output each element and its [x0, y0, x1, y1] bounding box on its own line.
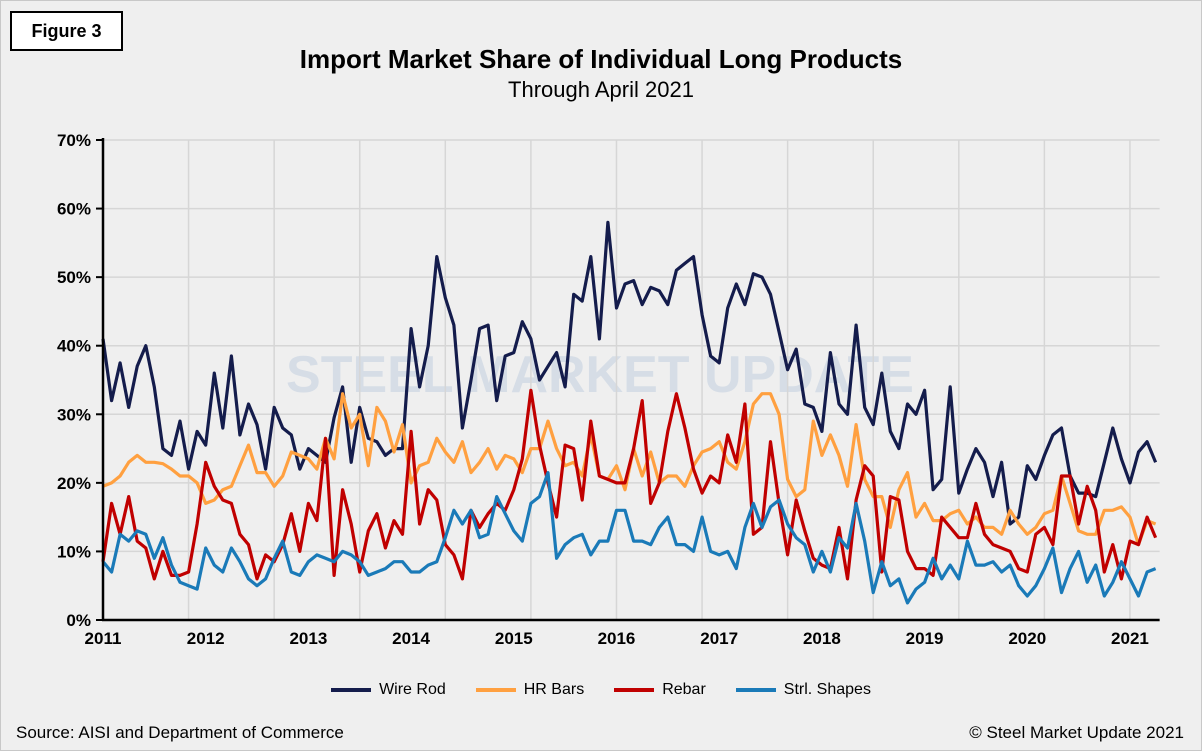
y-tick-label: 0%: [66, 611, 91, 630]
legend-swatch: [614, 688, 655, 692]
legend-swatch: [331, 688, 372, 692]
legend-item: Rebar: [614, 681, 706, 699]
x-tick-label: 2020: [1008, 629, 1046, 648]
series-line-wire-rod: [101, 220, 1158, 526]
source-note: Source: AISI and Department of Commerce: [16, 723, 344, 742]
y-tick-label: 50%: [57, 268, 91, 287]
x-tick-label: 2012: [187, 629, 225, 648]
x-tick-label: 2011: [85, 629, 122, 648]
legend-swatch: [475, 688, 516, 692]
y-tick-label: 10%: [57, 542, 91, 561]
x-tick-label: 2014: [392, 629, 430, 648]
legend-label: Rebar: [662, 681, 706, 698]
legend-item: Strl. Shapes: [735, 681, 871, 699]
series-line-rebar: [101, 388, 1158, 581]
x-tick-label: 2017: [700, 629, 738, 648]
series-line-strl-shapes: [101, 471, 1157, 605]
legend-swatch: [735, 688, 776, 692]
x-tick-label: 2015: [495, 629, 533, 648]
legend: Wire Rod HR Bars Rebar Strl. Shapes: [0, 681, 1202, 699]
legend-item: Wire Rod: [331, 681, 446, 699]
legend-label: Strl. Shapes: [783, 681, 871, 698]
x-tick-label: 2019: [906, 629, 944, 648]
y-tick-label: 40%: [57, 337, 91, 356]
chart-title: Import Market Share of Individual Long P…: [299, 44, 903, 74]
chart-subtitle: Through April 2021: [508, 77, 694, 102]
x-tick-label: 2013: [289, 629, 327, 648]
legend-item: HR Bars: [475, 681, 585, 699]
legend-label: Wire Rod: [379, 681, 446, 698]
y-tick-label: 70%: [57, 131, 91, 150]
x-tick-label: 2021: [1111, 629, 1149, 648]
axes: 0% 10% 20% 30% 40% 50% 60% 70% 2011 2012 2013 2014 2…: [57, 131, 1160, 648]
watermark: STEEL MARKET UPDATE: [286, 346, 914, 404]
x-tick-label: 2016: [598, 629, 636, 648]
legend-label: HR Bars: [523, 681, 585, 698]
x-tick-label: 2018: [803, 629, 841, 648]
y-tick-label: 60%: [57, 200, 91, 219]
y-tick-label: 20%: [57, 474, 91, 493]
copyright-note: © Steel Market Update 2021: [969, 723, 1184, 742]
y-tick-label: 30%: [57, 405, 91, 424]
series-lines: [101, 220, 1158, 605]
figure-label: Figure 3: [10, 11, 123, 51]
